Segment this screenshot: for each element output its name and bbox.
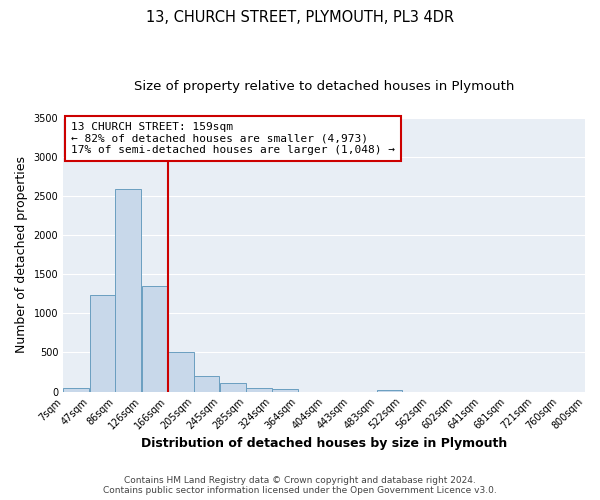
Bar — [194, 376, 220, 392]
Text: 13, CHURCH STREET, PLYMOUTH, PL3 4DR: 13, CHURCH STREET, PLYMOUTH, PL3 4DR — [146, 10, 454, 25]
Bar — [142, 286, 167, 392]
X-axis label: Distribution of detached houses by size in Plymouth: Distribution of detached houses by size … — [141, 437, 507, 450]
Bar — [63, 388, 89, 392]
Bar — [247, 388, 272, 392]
Bar — [377, 390, 403, 392]
Y-axis label: Number of detached properties: Number of detached properties — [15, 156, 28, 353]
Bar — [168, 352, 194, 392]
Bar — [220, 383, 245, 392]
Title: Size of property relative to detached houses in Plymouth: Size of property relative to detached ho… — [134, 80, 514, 93]
Bar — [272, 389, 298, 392]
Text: 13 CHURCH STREET: 159sqm
← 82% of detached houses are smaller (4,973)
17% of sem: 13 CHURCH STREET: 159sqm ← 82% of detach… — [71, 122, 395, 155]
Text: Contains HM Land Registry data © Crown copyright and database right 2024.
Contai: Contains HM Land Registry data © Crown c… — [103, 476, 497, 495]
Bar — [115, 189, 141, 392]
Bar — [89, 296, 115, 392]
